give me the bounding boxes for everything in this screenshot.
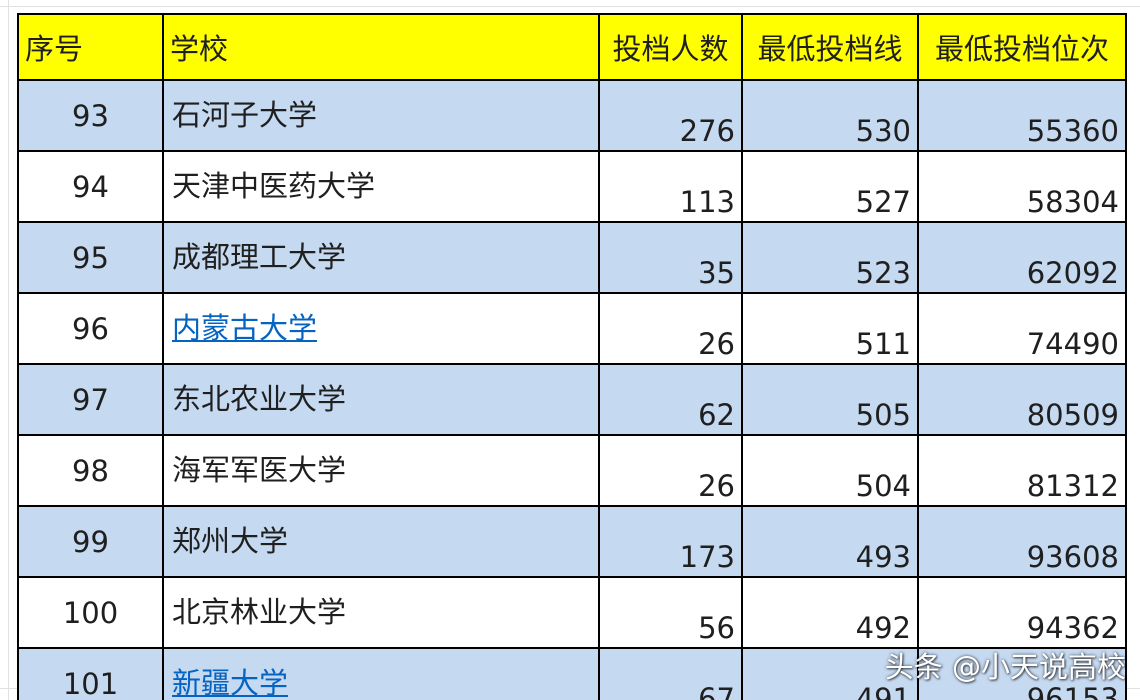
cell-min-score[interactable]: 504 [741, 434, 919, 507]
header-min-score[interactable]: 最低投档线 [741, 13, 919, 81]
cell-index[interactable]: 101 [17, 647, 164, 700]
sheet-gridline [8, 0, 9, 700]
cell-min-rank[interactable]: 55360 [917, 79, 1127, 152]
cell-min-rank[interactable]: 74490 [917, 292, 1127, 365]
cell-index[interactable]: 100 [17, 576, 164, 649]
cell-admitted[interactable]: 26 [598, 434, 743, 507]
table-row: 97 东北农业大学 62 505 80509 [17, 363, 1127, 436]
cell-index[interactable]: 98 [17, 434, 164, 507]
cell-min-score[interactable]: 511 [741, 292, 919, 365]
cell-admitted[interactable]: 67 [598, 647, 743, 700]
cell-admitted[interactable]: 276 [598, 79, 743, 152]
school-link[interactable]: 内蒙古大学 [172, 310, 318, 345]
header-school[interactable]: 学校 [162, 13, 600, 81]
cell-admitted[interactable]: 35 [598, 221, 743, 294]
header-index[interactable]: 序号 [17, 13, 164, 81]
cell-min-rank[interactable]: 80509 [917, 363, 1127, 436]
admission-rank-table: 序号 学校 投档人数 最低投档线 最低投档位次 93 石河子大学 276 530 553… [17, 13, 1127, 700]
cell-index[interactable]: 99 [17, 505, 164, 578]
header-row: 序号 学校 投档人数 最低投档线 最低投档位次 [17, 13, 1127, 81]
sheet-gridline [0, 6, 1140, 7]
table-row: 101 新疆大学 67 491 96153 [17, 647, 1127, 700]
cell-min-rank[interactable]: 93608 [917, 505, 1127, 578]
school-link[interactable]: 新疆大学 [172, 665, 289, 700]
table-row: 93 石河子大学 276 530 55360 [17, 79, 1127, 152]
cell-admitted[interactable]: 56 [598, 576, 743, 649]
header-min-rank[interactable]: 最低投档位次 [917, 13, 1127, 81]
cell-admitted[interactable]: 173 [598, 505, 743, 578]
table-row: 96 内蒙古大学 26 511 74490 [17, 292, 1127, 365]
header-admitted[interactable]: 投档人数 [598, 13, 743, 81]
cell-school[interactable]: 内蒙古大学 [162, 292, 600, 365]
cell-min-rank[interactable]: 96153 [917, 647, 1127, 700]
table-row: 98 海军军医大学 26 504 81312 [17, 434, 1127, 507]
cell-index[interactable]: 97 [17, 363, 164, 436]
cell-min-score[interactable]: 493 [741, 505, 919, 578]
table-row: 94 天津中医药大学 113 527 58304 [17, 150, 1127, 223]
cell-admitted[interactable]: 113 [598, 150, 743, 223]
cell-index[interactable]: 93 [17, 79, 164, 152]
table-row: 99 郑州大学 173 493 93608 [17, 505, 1127, 578]
cell-min-score[interactable]: 523 [741, 221, 919, 294]
cell-admitted[interactable]: 62 [598, 363, 743, 436]
table-row: 100 北京林业大学 56 492 94362 [17, 576, 1127, 649]
cell-min-rank[interactable]: 81312 [917, 434, 1127, 507]
cell-min-rank[interactable]: 62092 [917, 221, 1127, 294]
cell-school[interactable]: 海军军医大学 [162, 434, 600, 507]
cell-min-rank[interactable]: 94362 [917, 576, 1127, 649]
cell-school[interactable]: 天津中医药大学 [162, 150, 600, 223]
cell-school[interactable]: 新疆大学 [162, 647, 600, 700]
cell-school[interactable]: 郑州大学 [162, 505, 600, 578]
cell-min-score[interactable]: 505 [741, 363, 919, 436]
table-row: 95 成都理工大学 35 523 62092 [17, 221, 1127, 294]
cell-admitted[interactable]: 26 [598, 292, 743, 365]
cell-school[interactable]: 石河子大学 [162, 79, 600, 152]
cell-index[interactable]: 96 [17, 292, 164, 365]
cell-index[interactable]: 94 [17, 150, 164, 223]
watermark-text: 头条 @小天说高校 [884, 650, 1126, 684]
cell-min-rank[interactable]: 58304 [917, 150, 1127, 223]
cell-index[interactable]: 95 [17, 221, 164, 294]
cell-school[interactable]: 北京林业大学 [162, 576, 600, 649]
cell-min-score[interactable]: 491 [741, 647, 919, 700]
cell-min-score[interactable]: 492 [741, 576, 919, 649]
cell-school[interactable]: 成都理工大学 [162, 221, 600, 294]
cell-min-score[interactable]: 527 [741, 150, 919, 223]
cell-school[interactable]: 东北农业大学 [162, 363, 600, 436]
cell-min-score[interactable]: 530 [741, 79, 919, 152]
